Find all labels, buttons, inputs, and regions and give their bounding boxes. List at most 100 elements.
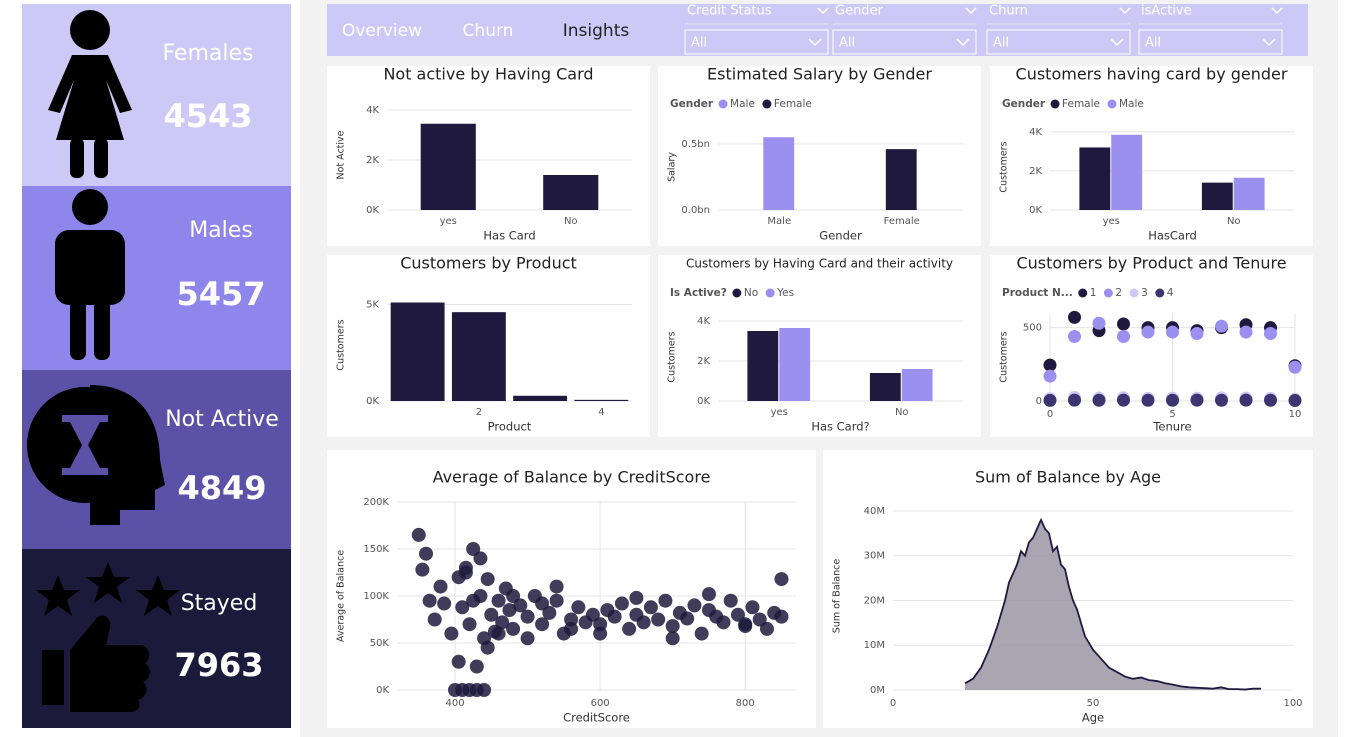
y-tick-label: 0K	[697, 396, 710, 407]
y-tick-label: 0K	[1029, 205, 1042, 216]
y-tick-label: 2K	[697, 356, 710, 367]
point	[491, 626, 506, 641]
legend-marker	[765, 288, 775, 298]
area-line	[964, 517, 1261, 691]
point	[549, 579, 564, 594]
chart-title: Estimated Salary by Gender	[707, 65, 932, 84]
filter-label: Churn	[989, 4, 1028, 19]
legend-title: Gender	[670, 98, 714, 110]
x-tick-label: 100	[1283, 698, 1302, 709]
legend-label: Female	[1062, 98, 1100, 110]
x-tick-label: 5	[1169, 409, 1175, 420]
point	[680, 611, 695, 626]
area-fill	[965, 519, 1261, 690]
point	[1288, 360, 1302, 374]
legend-label: Female	[774, 98, 812, 110]
point	[1239, 325, 1253, 339]
tab[interactable]: Insights	[563, 21, 630, 41]
x-axis-label: Has Card?	[811, 420, 869, 434]
point	[477, 683, 492, 697]
bar	[451, 312, 506, 401]
point	[1117, 393, 1130, 407]
filter-value: All	[839, 36, 855, 51]
y-tick-label: 100K	[363, 591, 389, 602]
legend-label: No	[744, 287, 758, 299]
filter-dropdown[interactable]	[1138, 29, 1283, 55]
point	[1141, 325, 1155, 339]
x-tick-label: No	[1227, 216, 1241, 227]
bar	[1079, 147, 1111, 210]
legend-marker	[718, 99, 728, 109]
chart-title: Customers having card by gender	[1016, 65, 1288, 84]
legend-marker	[1078, 288, 1088, 298]
filter-dropdown[interactable]	[986, 29, 1131, 55]
bar	[390, 302, 445, 401]
kpi-label: Males	[189, 218, 253, 243]
y-tick-label: 0K	[376, 685, 389, 696]
point	[1043, 393, 1057, 407]
tab[interactable]: Overview	[342, 21, 422, 41]
legend-marker	[732, 288, 742, 298]
female-icon	[48, 10, 132, 178]
x-axis-label: CreditScore	[563, 711, 630, 725]
y-tick-label: 5K	[366, 299, 379, 310]
point	[774, 609, 789, 624]
point	[1141, 393, 1155, 407]
point	[491, 593, 506, 608]
legend-label: 4	[1167, 287, 1174, 299]
point	[495, 615, 510, 630]
chart-title: Average of Balance by CreditScore	[433, 468, 711, 487]
x-tick-label: 0	[1047, 409, 1053, 420]
point	[466, 593, 481, 608]
point	[614, 596, 629, 611]
x-tick-label: 2	[476, 407, 482, 418]
x-tick-label: 0	[890, 698, 896, 709]
point	[422, 593, 437, 608]
legend-label: Male	[730, 98, 755, 110]
legend-marker	[762, 99, 772, 109]
chart-title: Not active by Having Card	[383, 65, 593, 84]
y-tick-label: 500	[1023, 323, 1042, 334]
filter-dropdown[interactable]	[832, 29, 977, 55]
point	[520, 631, 535, 646]
point	[1092, 393, 1106, 407]
chevron	[1271, 7, 1283, 15]
point	[658, 593, 673, 608]
point	[1043, 358, 1057, 372]
x-tick-label: Female	[884, 216, 920, 227]
bar	[543, 175, 599, 210]
filter-dropdown[interactable]	[684, 29, 829, 55]
point	[643, 600, 658, 615]
legend-label: 2	[1115, 287, 1122, 299]
y-tick-label: 0K	[366, 205, 379, 216]
x-tick-label: 600	[591, 698, 610, 709]
x-axis-label: HasCard	[1148, 229, 1197, 243]
legend-marker	[1103, 288, 1113, 298]
point	[1215, 319, 1228, 333]
point	[687, 598, 702, 613]
x-tick-label: No	[895, 407, 909, 418]
bar	[885, 149, 917, 210]
panel	[327, 450, 816, 728]
kpi-value: 4543	[163, 97, 252, 135]
point	[738, 619, 753, 634]
male-icon	[55, 189, 125, 360]
filter-label: isActive	[1141, 4, 1192, 19]
chevron	[1119, 7, 1131, 15]
chart-title: Customers by Having Card and their activ…	[686, 257, 953, 271]
point	[665, 619, 680, 634]
point	[462, 617, 477, 632]
y-tick-label: 0K	[366, 396, 379, 407]
y-tick-label: 2K	[1029, 166, 1042, 177]
point	[1166, 325, 1179, 339]
bar	[747, 331, 779, 401]
x-tick-label: 400	[445, 698, 464, 709]
legend-label: Yes	[776, 287, 794, 299]
y-tick-label: 20M	[864, 595, 885, 606]
x-axis-label: Product	[488, 420, 532, 434]
point	[535, 617, 550, 632]
point	[1068, 393, 1081, 407]
x-tick-label: 800	[736, 698, 755, 709]
tab[interactable]: Churn	[463, 21, 514, 41]
point	[651, 612, 666, 627]
